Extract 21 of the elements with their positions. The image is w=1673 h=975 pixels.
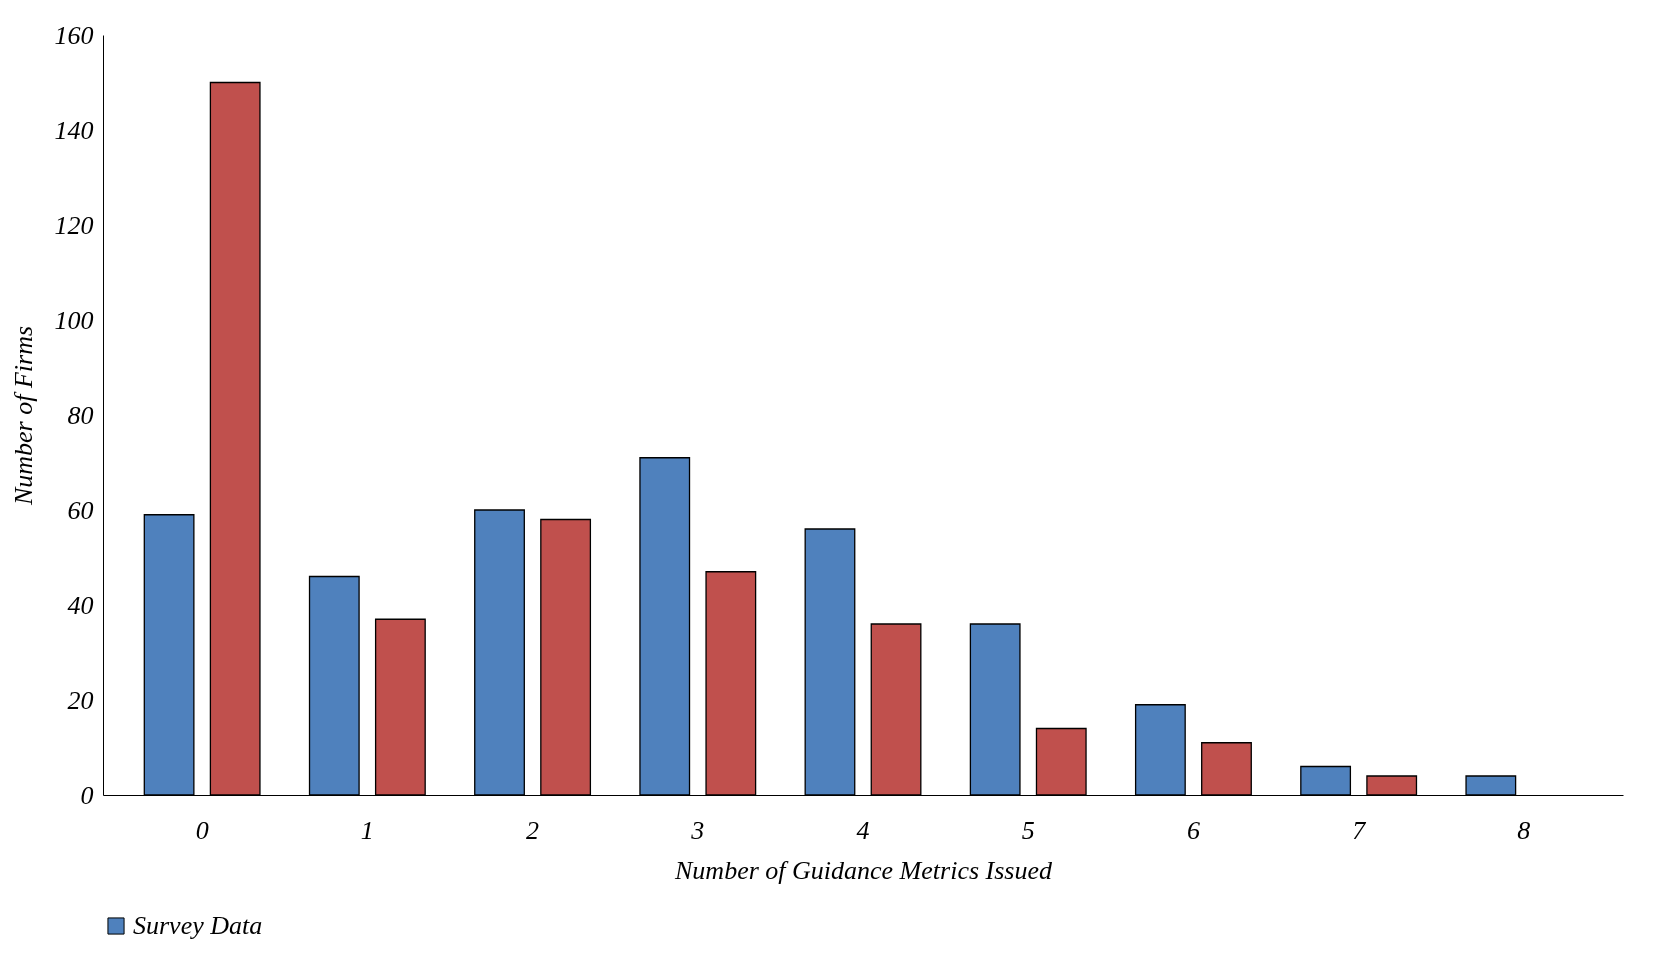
x-tick-label: 0 — [195, 815, 209, 845]
y-tick-label: 100 — [54, 305, 94, 335]
y-tick-label: 0 — [80, 780, 94, 810]
x-tick-label: 8 — [1517, 815, 1531, 845]
x-tick-label: 2 — [526, 815, 540, 845]
y-tick-label: 80 — [67, 400, 94, 430]
x-tick-label: 1 — [360, 815, 374, 845]
y-tick-label: 40 — [67, 590, 94, 620]
legend-label: Survey Data — [133, 911, 263, 940]
y-tick-label: 20 — [67, 685, 94, 715]
x-tick-label: 7 — [1352, 815, 1367, 845]
x-tick-label: 6 — [1186, 815, 1200, 845]
x-axis-title: Number of Guidance Metrics Issued — [674, 855, 1053, 885]
y-tick-label: 120 — [54, 210, 94, 240]
y-tick-label: 160 — [54, 20, 94, 50]
x-tick-label: 5 — [1021, 815, 1035, 845]
x-tick-label: 4 — [856, 815, 870, 845]
y-tick-label: 140 — [54, 115, 94, 145]
y-axis-title: Number of Firms — [8, 325, 38, 507]
x-tick-label: 3 — [690, 815, 705, 845]
y-tick-label: 60 — [67, 495, 94, 525]
